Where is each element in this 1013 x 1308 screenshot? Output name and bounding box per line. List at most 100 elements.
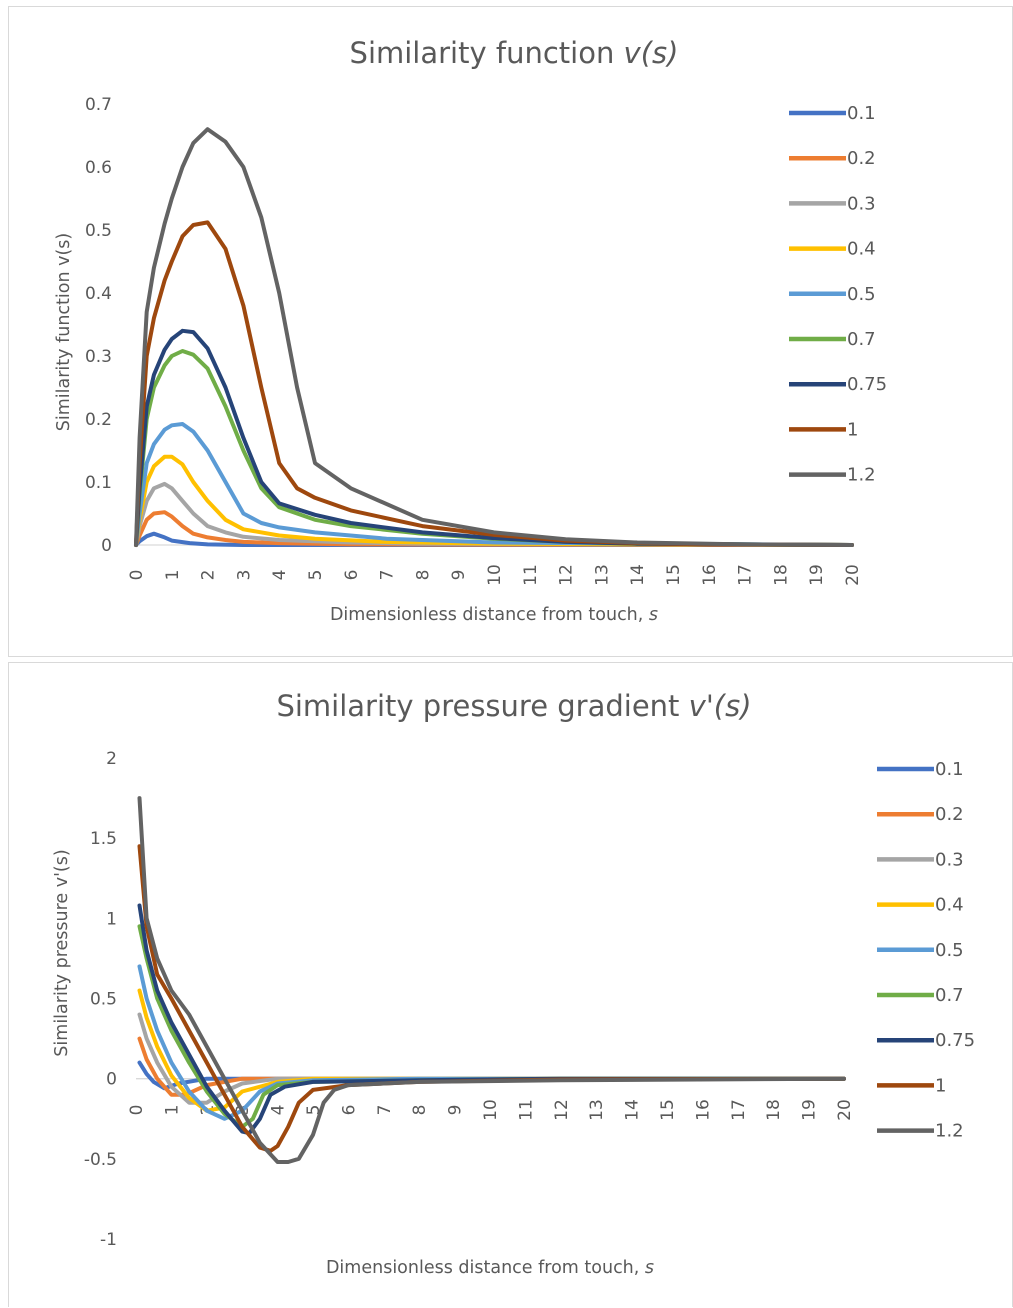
x-tick-label: 20 [843, 564, 863, 586]
x-tick-label: 0 [127, 1105, 147, 1116]
chart-title-text: Similarity function [350, 36, 624, 70]
y-axis-label: Similarity function v(s) [54, 233, 74, 431]
x-tick-label: 9 [446, 1105, 466, 1116]
x-tick-label: 12 [552, 1099, 572, 1121]
chart-panel-similarity-pressure-gradient: Similarity pressure gradient v'(s) -1 -0.5… [8, 662, 1013, 1307]
x-tick-label: 17 [729, 1099, 749, 1121]
legend-label: 0.3 [847, 193, 876, 214]
chart-similarity-pressure-gradient: Similarity pressure gradient v'(s) -1 -0.5… [52, 689, 975, 1278]
chart-title-italic: v(s) [624, 36, 679, 70]
x-axis-label-text: Dimensionless distance from touch, [330, 605, 649, 625]
y-tick-label: 0.5 [90, 990, 117, 1010]
legend-label: 0.4 [935, 895, 964, 916]
series-line-0.7 [134, 349, 854, 547]
legend-label: 0.75 [847, 374, 887, 395]
series-line-0.1 [134, 531, 854, 547]
series-line-0.3 [134, 481, 854, 547]
x-tick-label: 4 [270, 570, 290, 581]
x-tick-label: 15 [658, 1099, 678, 1121]
y-tick-label: 0.5 [85, 221, 112, 241]
y-tick-label: 0.7 [85, 95, 112, 115]
x-tick-label: 1 [162, 1105, 182, 1116]
x-tick-label: 19 [807, 564, 827, 586]
series-line-0.75 [137, 903, 846, 1136]
y-tick-label: 1 [106, 909, 117, 929]
x-tick-label: 5 [304, 1105, 324, 1116]
x-tick-label: 2 [199, 570, 219, 581]
y-tick-label: 0.6 [85, 158, 112, 178]
x-tick-label: 17 [736, 564, 756, 586]
y-tick-label: 0.4 [85, 284, 112, 304]
x-tick-label: 13 [587, 1099, 607, 1121]
chart-title: Similarity function v(s) [350, 36, 679, 70]
series-line-0.2 [137, 1036, 846, 1097]
y-tick-label: 0 [101, 536, 112, 556]
x-tick-label: 20 [835, 1099, 855, 1121]
y-axis-label: Similarity pressure v'(s) [52, 849, 72, 1056]
x-axis-label-italic: s [649, 605, 658, 625]
series-line-0.2 [134, 510, 854, 547]
legend-label: 1.2 [935, 1121, 964, 1142]
y-tick-label: 0.3 [85, 347, 112, 367]
x-axis-label-text: Dimensionless distance from touch, [326, 1258, 645, 1278]
series-line-0.7 [137, 924, 846, 1129]
series-line-0.4 [134, 454, 854, 547]
x-tick-label: 12 [557, 564, 577, 586]
legend-label: 1 [847, 419, 858, 440]
x-axis-label: Dimensionless distance from touch, s [326, 1258, 654, 1278]
x-tick-label: 14 [628, 564, 648, 586]
x-tick-label: 8 [413, 570, 433, 581]
chart-title-italic: v'(s) [689, 689, 752, 723]
x-tick-label: 0 [127, 570, 147, 581]
legend-label: 0.75 [935, 1030, 975, 1051]
x-tick-label: 13 [592, 564, 612, 586]
x-tick-label: 1 [163, 570, 183, 581]
y-tick-label: 1.5 [90, 829, 117, 849]
x-axis-label: Dimensionless distance from touch, s [330, 605, 658, 625]
legend-label: 0.3 [935, 849, 964, 870]
legend-label: 1.2 [847, 465, 876, 486]
y-tick-label: -0.5 [84, 1150, 117, 1170]
legend-label: 0.2 [935, 804, 964, 825]
x-tick-label: 18 [764, 1099, 784, 1121]
legend-label: 0.5 [847, 284, 876, 305]
series-line-1.2 [137, 796, 846, 1164]
legend-label: 1 [935, 1075, 946, 1096]
x-tick-label: 7 [378, 570, 398, 581]
y-tick-label: -1 [100, 1230, 117, 1250]
x-tick-label: 10 [481, 1099, 501, 1121]
series-line-0.4 [137, 988, 846, 1113]
chart-title-text: Similarity pressure gradient [276, 689, 688, 723]
x-tick-label: 10 [485, 564, 505, 586]
x-tick-label: 6 [339, 1105, 359, 1116]
x-tick-label: 11 [516, 1099, 536, 1121]
legend-label: 0.1 [935, 759, 964, 780]
series-line-1.2 [134, 127, 854, 547]
x-tick-label: 8 [410, 1105, 430, 1116]
chart-similarity-function: Similarity function v(s) 0 0.1 0.2 0.3 0.4 0.5… [54, 36, 887, 625]
y-tick-label: 0.1 [85, 473, 112, 493]
x-tick-label: 18 [771, 564, 791, 586]
legend-label: 0.4 [847, 239, 876, 260]
chart-title: Similarity pressure gradient v'(s) [276, 689, 751, 723]
x-tick-label: 14 [623, 1099, 643, 1121]
y-tick-label: 2 [106, 749, 117, 769]
x-axis-label-italic: s [645, 1258, 654, 1278]
x-tick-label: 4 [269, 1105, 289, 1116]
legend-label: 0.7 [847, 329, 876, 350]
x-tick-label: 9 [449, 570, 469, 581]
legend-label: 0.2 [847, 148, 876, 169]
x-tick-label: 16 [693, 1099, 713, 1121]
legend-label: 0.1 [847, 103, 876, 124]
x-tick-label: 16 [700, 564, 720, 586]
chart-panel-similarity-function: Similarity function v(s) 0 0.1 0.2 0.3 0.4 0.5… [8, 6, 1013, 657]
x-tick-label: 11 [521, 564, 541, 586]
x-tick-label: 19 [800, 1099, 820, 1121]
y-tick-label: 0 [106, 1070, 117, 1090]
x-tick-label: 3 [234, 570, 254, 581]
legend-label: 0.7 [935, 985, 964, 1006]
x-tick-label: 7 [375, 1105, 395, 1116]
series-line-1 [134, 220, 854, 547]
x-tick-label: 6 [342, 570, 362, 581]
legend-label: 0.5 [935, 940, 964, 961]
